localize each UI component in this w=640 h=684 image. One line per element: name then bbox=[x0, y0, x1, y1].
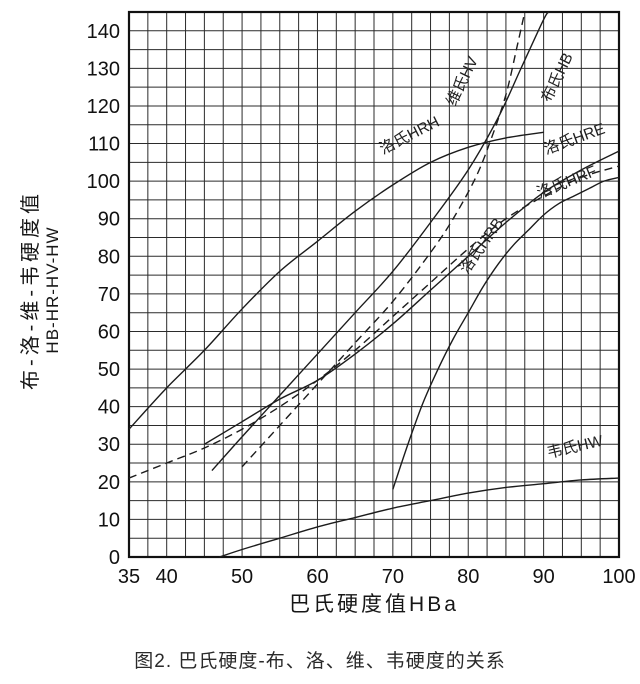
curve-HB bbox=[211, 11, 550, 472]
curve-HRE bbox=[204, 150, 620, 445]
plot-canvas: 洛氏HRH 洛氏HRE洛氏HRF洛氏HRB布氏HB维氏HV韦氏HW01020304… bbox=[87, 10, 636, 588]
x-axis-title: 巴氏硬度值HBa bbox=[289, 593, 459, 616]
plot-border bbox=[127, 10, 621, 559]
y-tick-label: 90 bbox=[98, 209, 120, 231]
curve-label-HW: 韦氏HW bbox=[545, 432, 605, 462]
y-tick-label: 50 bbox=[98, 359, 120, 381]
x-tick-label: 60 bbox=[306, 566, 328, 588]
y-tick-label: 120 bbox=[87, 96, 120, 118]
y-tick-label: 80 bbox=[98, 246, 120, 268]
y-axis-title-cjk: 布-洛-维-韦硬度值 bbox=[20, 190, 42, 390]
curve-label-HRH: 洛氏HRH bbox=[377, 113, 443, 158]
y-tick-label: 130 bbox=[87, 58, 120, 80]
hardness-conversion-chart: 洛氏HRH 洛氏HRE 洛氏HRF 洛氏HRB 布氏HB 维氏HV 韦氏HW 0 10 20 30 4… bbox=[87, 10, 636, 588]
y-tick-label: 140 bbox=[87, 21, 120, 43]
x-tick-label: 35 bbox=[118, 566, 140, 588]
curve-label-HRB: 洛氏HRB bbox=[456, 215, 507, 278]
curve-label-HRE: 洛氏HRE bbox=[541, 119, 607, 158]
y-tick-label: 110 bbox=[88, 134, 120, 156]
curve-label-HV: 维氏HV bbox=[443, 53, 482, 109]
y-tick-label: 100 bbox=[87, 171, 120, 193]
curve-HRF bbox=[128, 165, 620, 479]
curve-HRH bbox=[128, 131, 544, 430]
y-tick-label: 60 bbox=[98, 321, 120, 343]
y-axis-title: 布-洛-维-韦硬度值 HB-HR-HV-HW bbox=[20, 140, 72, 440]
curve-HRB bbox=[392, 176, 620, 490]
y-tick-label: 10 bbox=[98, 509, 120, 531]
y-axis-title-latin: HB-HR-HV-HW bbox=[43, 226, 62, 354]
x-tick-label: 80 bbox=[457, 566, 479, 588]
x-tick-label: 40 bbox=[156, 566, 178, 588]
x-tick-label: 70 bbox=[382, 566, 404, 588]
y-tick-label: 40 bbox=[98, 397, 120, 419]
curve-HV bbox=[241, 11, 526, 468]
y-tick-label: 70 bbox=[98, 284, 120, 306]
figure-caption: 图2. 巴氏硬度-布、洛、维、韦硬度的关系 bbox=[134, 651, 506, 672]
y-tick-label: 30 bbox=[98, 434, 120, 456]
x-tick-label: 50 bbox=[231, 566, 253, 588]
curve-HW bbox=[219, 477, 620, 558]
y-tick-label: 0 bbox=[109, 547, 120, 569]
y-tick-label: 20 bbox=[98, 472, 120, 494]
x-tick-label: 90 bbox=[532, 566, 554, 588]
x-tick-label: 100 bbox=[602, 566, 635, 588]
